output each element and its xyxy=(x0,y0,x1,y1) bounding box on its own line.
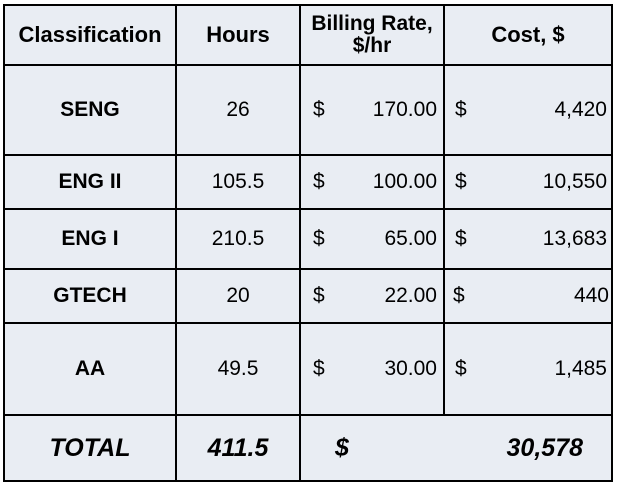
cost-cell: $ 4,420 xyxy=(455,98,607,121)
table-row: AA 49.5 $ 30.00 $ 1,485 xyxy=(5,324,611,416)
cost-cell: $ 13,683 xyxy=(455,227,607,250)
classification-cell: ENG I xyxy=(61,227,119,250)
total-cost: $ 30,578 xyxy=(335,433,583,462)
classification-cell: AA xyxy=(74,357,106,380)
hours-cell: 26 xyxy=(226,98,250,121)
total-hours: 411.5 xyxy=(207,433,269,462)
table-row: SENG 26 $ 170.00 $ 4,420 xyxy=(5,66,611,156)
hours-cell: 20 xyxy=(226,284,250,307)
rate-cell: $ 170.00 xyxy=(313,98,437,121)
classification-cell: GTECH xyxy=(53,284,127,307)
cost-cell: $ 1,485 xyxy=(455,357,607,380)
rate-cell: $ 100.00 xyxy=(313,170,437,193)
table-row: ENG II 105.5 $ 100.00 $ 10,550 xyxy=(5,156,611,210)
cost-table: Classification Hours Billing Rate, $/hr … xyxy=(3,4,613,482)
classification-cell: SENG xyxy=(60,98,120,121)
hours-cell: 210.5 xyxy=(211,227,265,250)
total-label: TOTAL xyxy=(49,433,131,462)
table-row: GTECH 20 $ 22.00 $ 440 xyxy=(5,270,611,324)
header-classification: Classification xyxy=(18,22,162,47)
hours-cell: 49.5 xyxy=(217,357,259,380)
cost-cell: $ 440 xyxy=(453,284,609,307)
header-cost: Cost, $ xyxy=(491,22,565,47)
cost-cell: $ 10,550 xyxy=(455,170,607,193)
classification-cell: ENG II xyxy=(58,170,122,193)
hours-cell: 105.5 xyxy=(211,170,265,193)
total-row: TOTAL 411.5 $ 30,578 xyxy=(5,416,611,480)
rate-cell: $ 65.00 xyxy=(313,227,437,250)
header-row: Classification Hours Billing Rate, $/hr … xyxy=(5,6,611,66)
rate-cell: $ 22.00 xyxy=(313,284,437,307)
table-row: ENG I 210.5 $ 65.00 $ 13,683 xyxy=(5,210,611,270)
header-billing-rate: Billing Rate, $/hr xyxy=(311,12,433,57)
header-hours: Hours xyxy=(206,22,270,47)
rate-cell: $ 30.00 xyxy=(313,357,437,380)
